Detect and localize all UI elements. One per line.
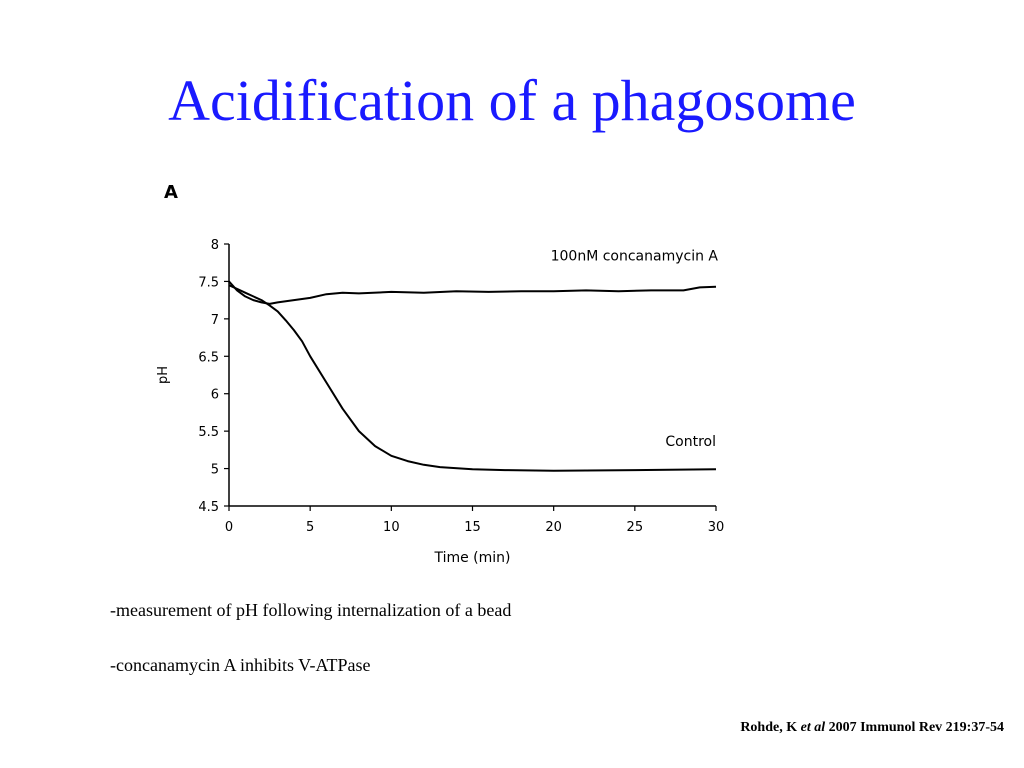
- bullet-measurement: -measurement of pH following internaliza…: [110, 600, 512, 620]
- y-axis-label: pH: [156, 366, 171, 384]
- x-tick-label: 15: [464, 520, 481, 535]
- citation-rest: 2007 Immunol Rev 219:37-54: [828, 720, 1004, 735]
- y-tick-label: 5.5: [198, 425, 219, 440]
- citation-authors: Rohde, K: [740, 720, 798, 735]
- series-label-concanamycin: 100nM concanamycin A: [551, 248, 719, 264]
- y-tick-label: 6: [211, 388, 219, 403]
- panel-label: A: [164, 182, 178, 203]
- y-tick-label: 6.5: [198, 350, 219, 365]
- x-tick-label: 30: [708, 520, 725, 535]
- series-lines: [228, 280, 717, 472]
- x-tick-label: 5: [306, 520, 314, 535]
- x-tick-label: 20: [545, 520, 562, 535]
- figure-panel: A 4.5 5 5.5 6 6.5 7 7.5 8 0 5 10 15 20 25 30 Time (min…: [150, 168, 780, 578]
- y-tick-label: 8: [211, 238, 219, 253]
- series-line-control: [228, 284, 717, 472]
- axes: 4.5 5 5.5 6 6.5 7 7.5 8 0 5 10 15 20 25 30: [198, 238, 724, 535]
- x-tick-label: 25: [627, 520, 644, 535]
- series-label-control: Control: [665, 434, 716, 450]
- bullet-concanamycin: -concanamycin A inhibits V-ATPase: [110, 655, 371, 675]
- y-tick-label: 4.5: [198, 500, 219, 515]
- x-axis-label: Time (min): [433, 550, 510, 566]
- slide-title: Acidification of a phagosome: [168, 68, 856, 133]
- y-tick-label: 7.5: [198, 275, 219, 290]
- citation-etal: et al: [800, 720, 826, 735]
- citation: Rohde, K et al 2007 Immunol Rev 219:37-5…: [740, 720, 1004, 736]
- series-line-concanamycin: [228, 280, 717, 305]
- x-tick-label: 10: [383, 520, 400, 535]
- y-tick-label: 5: [211, 463, 219, 478]
- x-tick-label: 0: [225, 520, 233, 535]
- y-tick-label: 7: [211, 313, 219, 328]
- ph-time-chart: A 4.5 5 5.5 6 6.5 7 7.5 8 0 5 10 15 20 25 30 Time (min…: [156, 182, 724, 566]
